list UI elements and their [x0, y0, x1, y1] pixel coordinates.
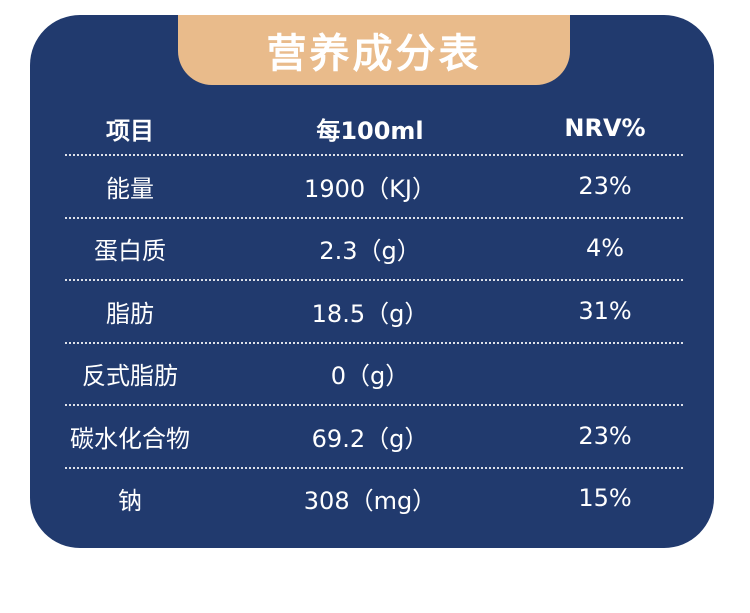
row-nrv: 15% — [578, 484, 632, 512]
row-value: 18.5（g） — [311, 299, 429, 328]
row-value: 308（mg） — [303, 486, 437, 515]
table-row: 能量 1900（KJ） 23% — [0, 166, 750, 206]
row-divider — [65, 217, 683, 219]
table-row: 蛋白质 2.3（g） 4% — [0, 228, 750, 268]
nutrition-table-title: 营养成分表 — [266, 31, 482, 77]
row-item: 钠 — [118, 486, 142, 515]
table-row: 碳水化合物 69.2（g） 23% — [0, 416, 750, 456]
row-nrv: 23% — [578, 172, 632, 200]
table-row: 反式脂肪 0（g） — [0, 353, 750, 393]
table-header: 项目 每100ml NRV% — [0, 108, 750, 148]
title-tab: 营养成分表 — [178, 15, 570, 85]
table-row: 钠 308（mg） 15% — [0, 478, 750, 518]
row-value: 1900（KJ） — [304, 174, 436, 203]
header-nrv: NRV% — [564, 114, 646, 142]
row-value: 0（g） — [330, 361, 410, 390]
row-nrv: 23% — [578, 422, 632, 450]
row-nrv: 31% — [578, 297, 632, 325]
row-divider — [65, 467, 683, 469]
row-item: 脂肪 — [106, 299, 154, 328]
nutrition-card — [30, 15, 714, 548]
table-row: 脂肪 18.5（g） 31% — [0, 291, 750, 331]
row-divider — [65, 404, 683, 406]
row-divider — [65, 342, 683, 344]
header-per-100ml: 每100ml — [316, 116, 424, 145]
row-item: 反式脂肪 — [82, 361, 178, 390]
row-item: 蛋白质 — [94, 236, 166, 265]
row-divider — [65, 154, 683, 156]
row-nrv: 4% — [585, 234, 625, 262]
row-item: 碳水化合物 — [70, 424, 190, 453]
row-nrv — [520, 353, 690, 393]
row-value: 69.2（g） — [311, 424, 429, 453]
row-item: 能量 — [106, 174, 154, 203]
row-divider — [65, 279, 683, 281]
header-item: 项目 — [106, 116, 154, 145]
row-value: 2.3（g） — [319, 236, 421, 265]
